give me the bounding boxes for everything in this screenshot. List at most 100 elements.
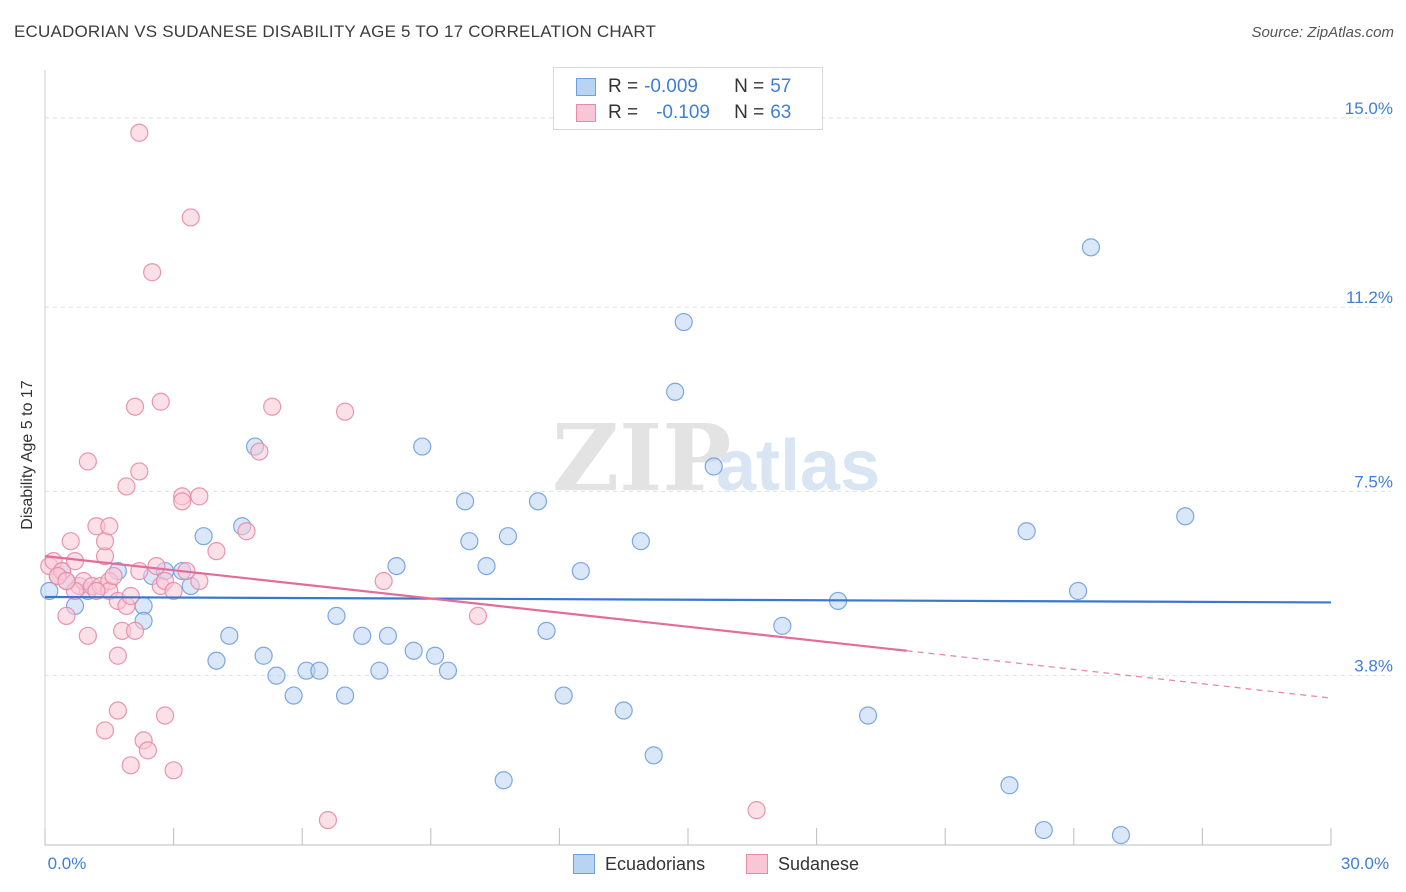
ecuadorian-point: [498, 527, 518, 546]
ecuadorian-point: [1176, 507, 1195, 526]
ecuadorian-point: [220, 626, 239, 645]
stats-row-sudanese: R = -0.109 N = 63: [576, 101, 791, 125]
ecuadorian-point: [370, 661, 389, 680]
ecuadorian-point: [644, 746, 663, 765]
sudanese-point: [374, 571, 393, 591]
sudanese-trend-line: [44, 555, 907, 652]
y-tick-label-3: 15.0%: [1345, 99, 1393, 118]
watermark-zip: ZIP: [552, 404, 731, 512]
axes: [44, 70, 1332, 846]
sudanese-point: [263, 397, 282, 416]
sudanese-point: [95, 532, 115, 551]
sudanese-point: [121, 756, 140, 775]
ecuadorian-point: [1081, 238, 1101, 257]
ecuadorian-point: [537, 621, 556, 640]
stats-r-value: -0.109: [656, 102, 710, 123]
sudanese-point: [335, 402, 355, 421]
ecuadorian-point: [207, 651, 226, 670]
y-tick-label-0: 3.8%: [1354, 657, 1393, 676]
legend-swatch-ecuadorians: [573, 854, 595, 874]
sudanese-point: [125, 621, 145, 640]
stats-swatch-ecuadorians: [576, 78, 596, 96]
ecuadorian-point: [438, 661, 458, 680]
sudanese-point: [57, 571, 76, 591]
ecuadorian-point: [1000, 776, 1019, 795]
sudanese-point: [121, 586, 140, 606]
stats-swatch-sudanese: [576, 104, 596, 122]
sudanese-point: [155, 706, 175, 725]
x-tick-label-1: 30.0%: [1341, 854, 1389, 873]
ecuadorian-point: [494, 771, 513, 790]
sudanese-point: [237, 522, 256, 541]
data-points: [40, 123, 1195, 845]
sudanese-point: [108, 701, 127, 720]
legend-swatch-sudanese: [746, 854, 768, 874]
ecuadorian-point: [335, 686, 355, 705]
ecuadorian-point: [40, 581, 59, 601]
ecuadorian-point: [327, 606, 346, 625]
ecuadorian-trend-line: [44, 595, 1332, 604]
x-tick-label-0: 0.0%: [48, 854, 87, 873]
ecuadorian-point: [1034, 820, 1053, 840]
stats-n-label: N =: [734, 102, 765, 123]
sudanese-point: [78, 626, 97, 645]
ecuadorian-point: [666, 382, 685, 401]
stats-n-label: N =: [734, 76, 765, 97]
sudanese-point: [207, 542, 226, 561]
stats-r-value: -0.009: [644, 76, 698, 97]
sudanese-point: [104, 566, 123, 586]
stats-n-value: 57: [770, 76, 792, 97]
sudanese-point: [87, 581, 106, 601]
ecuadorian-point: [477, 556, 496, 576]
legend-label-ecuadorians: Ecuadorians: [605, 853, 706, 874]
ecuadorian-point: [387, 556, 406, 576]
ecuadorian-point: [267, 666, 286, 685]
ecuadorian-point: [674, 312, 693, 332]
legend-item-ecuadorians[interactable]: Ecuadorians: [573, 852, 705, 876]
stats-n-value: 63: [770, 102, 792, 123]
ecuadorian-point: [1017, 522, 1036, 541]
ecuadorian-point: [858, 706, 878, 725]
ecuadorian-point: [773, 616, 792, 635]
ecuadorian-point: [254, 646, 273, 665]
stats-r-label: R =: [608, 102, 639, 123]
sudanese-point: [173, 492, 192, 511]
sudanese-point: [151, 392, 170, 411]
ecuadorian-point: [631, 532, 650, 551]
sudanese-point: [250, 442, 269, 461]
stats-row-ecuadorians: R = -0.009 N = 57: [576, 75, 791, 99]
ecuadorian-point: [460, 532, 479, 551]
sudanese-point: [147, 556, 166, 576]
sudanese-point: [143, 263, 162, 282]
ecuadorian-point: [310, 661, 329, 680]
ecuadorian-point: [378, 626, 398, 645]
sudanese-point: [78, 452, 97, 471]
sudanese-point: [57, 606, 76, 625]
ecuadorian-point: [1111, 825, 1131, 845]
sudanese-point: [130, 123, 149, 142]
ecuadorian-point: [284, 686, 303, 705]
y-tick-label-1: 7.5%: [1354, 472, 1393, 491]
sudanese-point: [190, 487, 209, 506]
sudanese-trend-line-extension: [906, 650, 1332, 699]
sudanese-point: [100, 517, 119, 536]
legend-label-sudanese: Sudanese: [778, 853, 860, 874]
sudanese-point: [164, 581, 183, 601]
legend-item-sudanese[interactable]: Sudanese: [746, 852, 859, 876]
ecuadorian-point: [425, 646, 445, 665]
ecuadorian-point: [528, 492, 548, 511]
ecuadorian-point: [404, 641, 423, 660]
ecuadorian-point: [571, 561, 590, 581]
trend-lines: [44, 555, 1332, 699]
sudanese-point: [181, 208, 200, 227]
watermark-atlas: atlas: [716, 426, 880, 506]
sudanese-point: [130, 462, 149, 481]
ecuadorian-point: [1068, 581, 1088, 601]
ecuadorian-point: [455, 492, 475, 511]
stats-box: R = -0.009 N = 57 R = -0.109 N = 63: [553, 67, 823, 130]
ecuadorian-point: [194, 527, 213, 546]
ecuadorian-point: [704, 457, 723, 476]
sudanese-point: [138, 741, 157, 760]
sudanese-point: [61, 532, 80, 551]
